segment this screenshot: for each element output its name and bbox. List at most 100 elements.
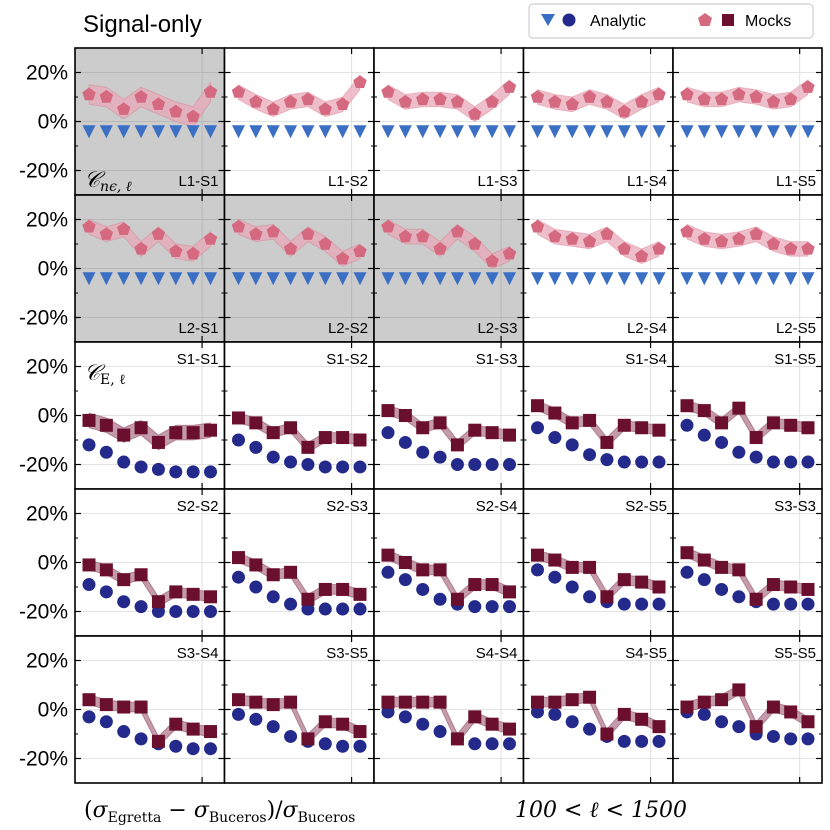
panel-s5-s5: S5-S5 xyxy=(672,635,823,784)
mocks-point xyxy=(318,237,332,250)
mocks-point xyxy=(714,234,729,248)
legend-mocks-label: Mocks xyxy=(745,13,791,30)
y-tick-label: -20% xyxy=(19,601,68,624)
mocks-point xyxy=(284,565,298,579)
mocks-point xyxy=(548,229,562,243)
mocks-point xyxy=(583,560,597,574)
analytic-point xyxy=(318,125,332,139)
y-tick-label: 0% xyxy=(38,405,68,428)
mocks-point xyxy=(801,80,815,93)
mocks-point xyxy=(784,580,798,594)
analytic-point xyxy=(99,585,113,599)
mocks-point xyxy=(416,92,430,106)
y-tick-label: 0% xyxy=(38,552,68,575)
mocks-point xyxy=(583,690,597,704)
analytic-point xyxy=(600,453,614,467)
mocks-point xyxy=(732,683,746,697)
mocks-point xyxy=(134,700,148,714)
y-tick-label: 20% xyxy=(26,503,68,526)
analytic-point xyxy=(398,272,412,286)
panel-label: L1-S2 xyxy=(328,173,368,190)
mocks-point xyxy=(232,693,245,707)
mocks-point xyxy=(530,90,545,103)
analytic-point xyxy=(266,125,280,139)
mocks-point xyxy=(99,227,113,240)
analytic-point xyxy=(732,590,746,604)
analytic-point xyxy=(381,426,395,440)
panel-label: S1-S4 xyxy=(625,351,667,368)
panel-label: L2-S1 xyxy=(178,320,218,337)
mocks-point xyxy=(784,418,798,432)
analytic-point xyxy=(485,600,499,614)
mocks-point xyxy=(398,229,412,243)
analytic-point xyxy=(531,705,544,719)
mocks-point xyxy=(151,734,165,748)
analytic-point xyxy=(266,590,280,604)
mocks-point xyxy=(565,560,579,574)
analytic-point xyxy=(766,729,780,743)
mocks-point xyxy=(600,590,614,604)
mocks-point xyxy=(697,92,711,106)
analytic-point xyxy=(204,605,217,618)
mocks-point xyxy=(766,94,781,108)
panel-label: S3-S5 xyxy=(326,645,368,662)
mocks-point xyxy=(617,418,631,432)
panel-s2-s5: S2-S5 xyxy=(522,488,674,637)
mocks-point xyxy=(336,431,350,445)
panel-label: L1-S1 xyxy=(178,173,218,190)
analytic-point xyxy=(715,715,729,729)
analytic-point xyxy=(485,125,499,139)
y-tick-label: 20% xyxy=(26,209,68,232)
mocks-point xyxy=(531,548,544,562)
mocks-point xyxy=(249,558,263,572)
analytic-point xyxy=(249,272,263,286)
analytic-point xyxy=(617,734,631,748)
mocks-point xyxy=(266,698,280,712)
analytic-point xyxy=(801,125,815,139)
mocks-point xyxy=(82,413,96,427)
mocks-point xyxy=(203,85,218,98)
mocks-point xyxy=(381,404,395,418)
analytic-point xyxy=(433,125,447,139)
panel-s4-s5: S4-S5 xyxy=(522,635,674,784)
mocks-point xyxy=(416,229,430,243)
analytic-point xyxy=(381,125,395,139)
analytic-point xyxy=(766,125,780,139)
mocks-point xyxy=(502,80,517,93)
analytic-point xyxy=(336,125,350,139)
mocks-point xyxy=(697,404,711,418)
analytic-point xyxy=(583,722,597,736)
panel-label: S4-S5 xyxy=(625,645,667,662)
analytic-point xyxy=(416,717,430,731)
analytic-point xyxy=(99,125,113,139)
mocks-point xyxy=(635,249,649,262)
mocks-point xyxy=(617,573,631,587)
analytic-point xyxy=(715,435,729,449)
mocks-point xyxy=(169,104,183,118)
panel-grid: L1-S1 L1-S2 L1-S3 L1-S4 L1-S5 L2-S1 L2-S2 L2-S3… xyxy=(74,47,823,784)
analytic-point xyxy=(635,272,649,286)
analytic-point xyxy=(617,455,631,469)
analytic-point xyxy=(680,125,694,139)
mocks-point xyxy=(766,700,780,714)
analytic-point xyxy=(468,458,482,471)
analytic-point xyxy=(766,597,780,611)
analytic-point xyxy=(548,272,562,286)
analytic-point xyxy=(353,602,367,616)
mocks-point xyxy=(548,406,562,420)
mocks-point xyxy=(697,695,711,709)
mocks-point xyxy=(186,246,200,260)
mocks-point xyxy=(266,568,280,582)
mocks-point xyxy=(301,592,315,606)
mocks-point xyxy=(617,104,631,118)
analytic-point xyxy=(548,431,562,445)
analytic-point xyxy=(169,272,183,286)
analytic-point xyxy=(249,712,263,726)
mocks-point xyxy=(530,219,545,233)
panel-l2-s1: L2-S1 xyxy=(74,194,226,343)
mocks-point xyxy=(301,732,315,746)
mocks-point xyxy=(186,109,200,123)
mocks-point xyxy=(117,573,131,587)
analytic-point xyxy=(635,597,649,611)
